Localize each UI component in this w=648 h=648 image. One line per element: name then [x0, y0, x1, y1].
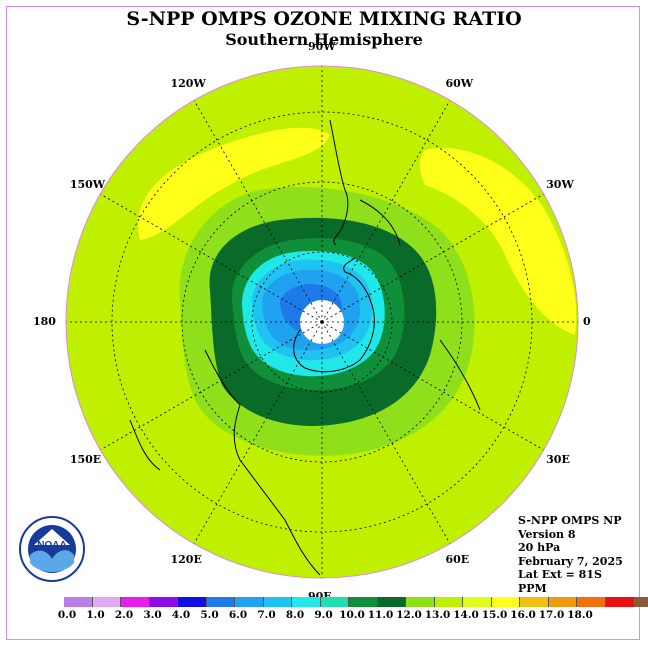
colorbar-swatch [349, 597, 378, 607]
colorbar-swatch [64, 597, 93, 607]
plot-info: S-NPP OMPS NP Version 8 20 hPa February … [518, 514, 623, 595]
colorbar-tick-label: 6.0 [228, 609, 248, 621]
noaa-logo-icon: NOAA [19, 516, 85, 582]
colorbar-swatch [206, 597, 235, 607]
colorbar [64, 597, 648, 607]
colorbar-tick-label: 15.0 [481, 609, 508, 621]
colorbar-tick-label: 11.0 [367, 609, 394, 621]
colorbar-tick-label: 5.0 [200, 609, 219, 621]
colorbar-swatch [434, 597, 463, 607]
colorbar-swatch [463, 597, 492, 607]
colorbar-tick-label: 4.0 [171, 609, 191, 621]
colorbar-swatch [320, 597, 349, 607]
colorbar-tick-label: 12.0 [396, 609, 422, 621]
longitude-label: 30E [546, 452, 570, 466]
colorbar-swatch [92, 597, 121, 607]
australia-coast [204, 349, 321, 576]
longitude-label: 60W [445, 76, 474, 90]
longitude-label: 150E [69, 452, 102, 466]
coastlines [129, 119, 481, 576]
new-zealand-coast [129, 419, 161, 471]
antarctica-coast [293, 257, 375, 373]
colorbar-tick-label: 9.0 [314, 609, 333, 621]
colorbar-tick-label: 18.0 [567, 609, 593, 621]
map-border [65, 65, 579, 579]
longitude-label: 120W [170, 76, 206, 90]
colorbar-tick-label: 7.0 [257, 609, 276, 621]
colorbar-swatch [491, 597, 520, 607]
colorbar-swatch [577, 597, 606, 607]
colorbar-swatch [377, 597, 406, 607]
info-lat-ext: Lat Ext = 81S [518, 568, 602, 581]
contour-13ppm-region-east [419, 148, 577, 335]
colorbar-tick-label: 2.0 [114, 609, 134, 621]
longitude-label: 120E [170, 553, 202, 567]
africa-coast [439, 339, 481, 411]
noaa-logo: NOAA [18, 515, 86, 587]
colorbar-swatch [605, 597, 634, 607]
colorbar-swatch [263, 597, 292, 607]
info-instrument: S-NPP OMPS NP [518, 514, 622, 527]
colorbar-tick-label: 14.0 [453, 609, 479, 621]
colorbar-tick-label: 10.0 [339, 609, 365, 621]
colorbar-swatch [178, 597, 207, 607]
south-america-coast [329, 119, 349, 246]
colorbar-swatch [292, 597, 321, 607]
page-title: S-NPP OMPS OZONE MIXING RATIO [126, 8, 522, 30]
contour-13ppm-region-west [138, 127, 330, 240]
colorbar-ticks: 0.0 1.0 2.0 3.0 4.0 5.0 6.0 7.0 8.0 9.0 10.0 11.0 12… [0, 609, 648, 623]
longitude-label: 0 [583, 315, 591, 328]
colorbar-tick-label: 0.0 [57, 609, 77, 621]
page-subtitle: Southern Hemisphere [225, 30, 423, 49]
longitude-label: 180 [33, 315, 56, 328]
longitude-label: 90W [308, 40, 336, 53]
info-version: Version 8 [518, 527, 576, 541]
colorbar-tick-label: 3.0 [143, 609, 162, 621]
map-field [66, 66, 578, 578]
longitude-label: 150W [69, 177, 106, 191]
colorbar-swatch [634, 597, 648, 607]
scotia-arc-coast [359, 199, 401, 246]
colorbar-swatch [121, 597, 150, 607]
colorbar-tick-label: 16.0 [510, 609, 536, 621]
info-date: February 7, 2025 [518, 554, 623, 568]
colorbar-tick-label: 13.0 [424, 609, 451, 621]
colorbar-tick-label: 8.0 [285, 609, 305, 621]
colorbar-tick-label: 1.0 [86, 609, 105, 621]
longitude-label: 30W [546, 177, 574, 191]
colorbar-swatch [235, 597, 264, 607]
colorbar-swatch [149, 597, 178, 607]
svg-text:NOAA: NOAA [37, 540, 66, 551]
colorbar-swatch [548, 597, 577, 607]
info-level: 20 hPa [518, 541, 561, 554]
colorbar-swatch [406, 597, 435, 607]
info-units: PPM [518, 581, 547, 595]
longitude-label: 60E [445, 553, 470, 567]
figure-frame [6, 6, 640, 640]
colorbar-tick-label: 17.0 [538, 609, 565, 621]
colorbar-swatch [520, 597, 549, 607]
